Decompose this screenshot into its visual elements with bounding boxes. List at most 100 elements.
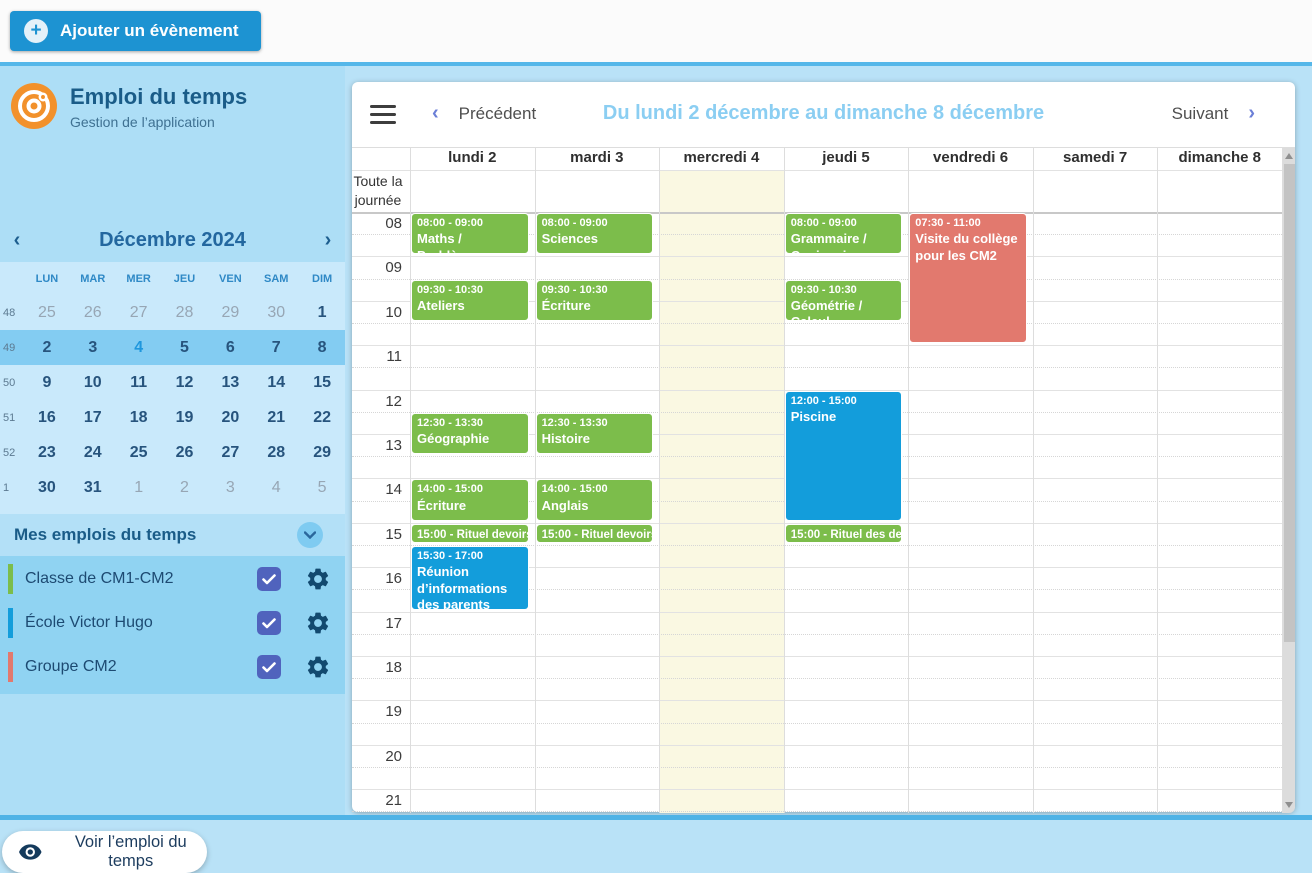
- grid-line: [352, 656, 1282, 657]
- mini-calendar-day[interactable]: 5: [299, 479, 345, 497]
- event-time: 08:00 - 09:00: [542, 216, 649, 231]
- mini-calendar-day[interactable]: 22: [299, 409, 345, 427]
- mini-calendar-day[interactable]: 3: [207, 479, 253, 497]
- scrollbar-thumb[interactable]: [1284, 164, 1295, 642]
- mini-calendar-day[interactable]: 21: [253, 409, 299, 427]
- mini-calendar-day[interactable]: 6: [207, 339, 253, 357]
- mini-calendar-day[interactable]: 28: [162, 304, 208, 322]
- next-week-button[interactable]: Suivant ›: [1172, 102, 1255, 125]
- scrollbar[interactable]: [1282, 148, 1295, 813]
- scroll-down-icon[interactable]: [1285, 802, 1293, 808]
- mini-calendar-day[interactable]: 28: [253, 444, 299, 462]
- timetable-checkbox[interactable]: [257, 567, 281, 591]
- mini-calendar-day[interactable]: 9: [24, 374, 70, 392]
- event-time: 15:30 - 17:00: [417, 549, 524, 564]
- mini-calendar-day[interactable]: 30: [253, 304, 299, 322]
- hour-label: 09: [352, 259, 402, 276]
- mini-calendar-day[interactable]: 10: [70, 374, 116, 392]
- gear-icon[interactable]: [305, 566, 331, 592]
- mini-calendar-day[interactable]: 2: [162, 479, 208, 497]
- mini-calendar-day[interactable]: 1: [299, 304, 345, 322]
- prev-week-button[interactable]: ‹ Précédent: [432, 102, 536, 125]
- timetable-checkbox[interactable]: [257, 655, 281, 679]
- event[interactable]: 15:00 - Rituel devoirs: [536, 524, 654, 543]
- collapse-button[interactable]: [297, 522, 323, 548]
- mini-calendar-day[interactable]: 3: [70, 339, 116, 357]
- mini-calendar-day[interactable]: 2: [24, 339, 70, 357]
- mini-calendar-day[interactable]: 19: [162, 409, 208, 427]
- mini-calendar-day[interactable]: 14: [253, 374, 299, 392]
- mini-calendar-day[interactable]: 16: [24, 409, 70, 427]
- prev-label: Précédent: [459, 104, 537, 124]
- mini-calendar-day[interactable]: 26: [70, 304, 116, 322]
- day-header: mercredi 4: [659, 148, 784, 170]
- timetable-checkbox[interactable]: [257, 611, 281, 635]
- mini-calendar-day[interactable]: 7: [253, 339, 299, 357]
- mini-calendar-day[interactable]: 11: [116, 374, 162, 392]
- mini-calendar-day[interactable]: 12: [162, 374, 208, 392]
- mini-calendar-day[interactable]: 31: [70, 479, 116, 497]
- day-header: samedi 7: [1033, 148, 1158, 170]
- mini-calendar-day[interactable]: 1: [116, 479, 162, 497]
- mini-calendar-month-label: Décembre 2024: [34, 229, 311, 252]
- mini-calendar-day[interactable]: 23: [24, 444, 70, 462]
- mini-calendar-day[interactable]: 5: [162, 339, 208, 357]
- mini-calendar-day[interactable]: 8: [299, 339, 345, 357]
- event[interactable]: 15:00 - Rituel devoirs: [411, 524, 529, 543]
- mini-calendar-day[interactable]: 27: [116, 304, 162, 322]
- mini-calendar-day[interactable]: 24: [70, 444, 116, 462]
- mini-calendar-day[interactable]: 20: [207, 409, 253, 427]
- event-time: 08:00 - 09:00: [417, 216, 524, 231]
- mini-calendar-prev-icon[interactable]: ‹: [0, 229, 34, 252]
- menu-icon[interactable]: [370, 105, 396, 124]
- mini-calendar-day[interactable]: 17: [70, 409, 116, 427]
- column-border: [659, 148, 660, 813]
- mini-calendar-day[interactable]: 4: [253, 479, 299, 497]
- mini-calendar-day[interactable]: 13: [207, 374, 253, 392]
- mini-calendar-day[interactable]: 18: [116, 409, 162, 427]
- gear-icon[interactable]: [305, 654, 331, 680]
- mini-calendar-day[interactable]: 29: [207, 304, 253, 322]
- mini-calendar-dow-label: LUN: [24, 273, 70, 285]
- mini-calendar-day[interactable]: 25: [116, 444, 162, 462]
- mini-calendar-day[interactable]: 15: [299, 374, 345, 392]
- mini-calendar-nav: ‹ Décembre 2024 ›: [0, 218, 345, 262]
- event[interactable]: 15:00 - Rituel des devoirs: [785, 524, 903, 543]
- mini-calendar-day[interactable]: 26: [162, 444, 208, 462]
- event-title: Ateliers: [417, 298, 524, 314]
- add-event-button[interactable]: + Ajouter un évènement: [10, 11, 261, 51]
- eye-icon: [18, 843, 43, 861]
- mini-calendar-day[interactable]: 25: [24, 304, 70, 322]
- mini-calendar-day[interactable]: 27: [207, 444, 253, 462]
- view-timetable-button[interactable]: Voir l’emploi du temps: [2, 831, 207, 873]
- mini-calendar-day[interactable]: 4: [116, 339, 162, 357]
- mini-calendar-day[interactable]: 30: [24, 479, 70, 497]
- scroll-up-icon[interactable]: [1285, 153, 1293, 159]
- mini-calendar-day[interactable]: 29: [299, 444, 345, 462]
- gear-icon[interactable]: [305, 610, 331, 636]
- event-title: Écriture: [417, 498, 524, 514]
- mini-calendar-next-icon[interactable]: ›: [311, 229, 345, 252]
- day-header: jeudi 5: [784, 148, 909, 170]
